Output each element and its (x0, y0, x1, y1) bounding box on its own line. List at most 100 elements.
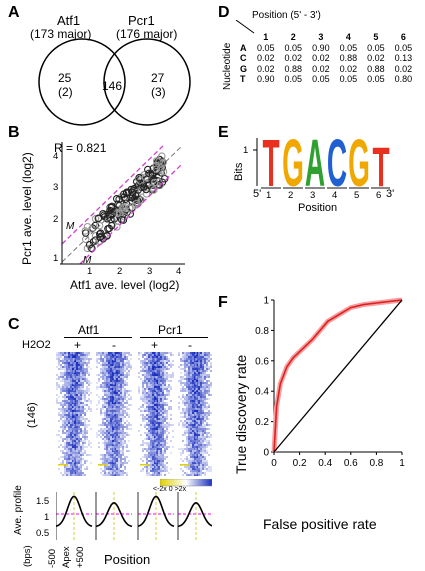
scatter-point (136, 177, 145, 185)
heatmap-cond-1: + (74, 338, 82, 352)
venn-right-count: (176 major) (116, 27, 178, 41)
heatmap-column (96, 352, 132, 476)
scatter-x-tick-2: 2 (117, 266, 123, 277)
venn-left-unique-sub: (2) (58, 85, 73, 99)
motif-table-header: Position (5' - 3') (252, 10, 321, 21)
heatmap-group-pcr1: Pcr1 (158, 323, 183, 337)
venn-left-count: (173 major) (30, 27, 92, 41)
roc-diagonal (273, 299, 403, 453)
scatter-point (134, 186, 143, 194)
profile-curve (137, 495, 175, 527)
roc-curve (273, 299, 403, 453)
heatmap-cond-2: - (112, 338, 116, 352)
panel-label-c: C (8, 316, 20, 333)
motif-table-row-label: Nucleotide (222, 42, 233, 90)
roc-y-tick-label: 0.6 (255, 356, 269, 367)
scatter-point (85, 241, 94, 249)
scatter-point (107, 221, 116, 230)
profile-y-tick-3: 0.5 (36, 528, 50, 539)
venn-right-unique-sub: (3) (151, 85, 166, 99)
scatter-point (120, 190, 128, 198)
motif-cell: 0.02 (339, 63, 358, 74)
scatter-point (142, 185, 150, 194)
motif-cell: 0.80 (394, 74, 413, 84)
logo-x-tick-2: 2 (288, 190, 294, 201)
profile-plot (56, 492, 93, 540)
scatter-point (150, 186, 158, 194)
motif-cell: 0.05 (367, 74, 385, 84)
scatter-point (131, 191, 140, 200)
scatter-point (124, 188, 133, 197)
scatter-r-value: R = 0.821 (54, 141, 107, 155)
scatter-point (137, 196, 145, 204)
scatter-point (95, 221, 104, 230)
profile-curve (56, 495, 93, 527)
scatter-point (120, 193, 128, 201)
roc-x-tick-label: 0.6 (344, 458, 358, 469)
scatter-m-label-y: M (66, 221, 75, 232)
roc-y-tick-label: 1 (263, 296, 269, 307)
heatmap (56, 352, 212, 476)
motif-nt: C (240, 53, 247, 63)
scatter-point (115, 209, 124, 217)
motif-cell: 0.13 (394, 53, 413, 63)
motif-cell: 0.05 (339, 74, 358, 84)
roc-y-tick-label: 0 (263, 448, 269, 459)
logo-3prime: 3' (386, 188, 395, 200)
scatter-ylabel: Pcr1 ave. level (log2) (20, 152, 34, 265)
motif-nt: A (240, 42, 247, 53)
motif-cell: 0.05 (367, 42, 385, 53)
motif-cell: 0.90 (312, 42, 330, 53)
scatter-point (96, 233, 104, 242)
logo-y-axis (253, 138, 258, 186)
venn-overlap: 146 (102, 79, 123, 93)
scatter-point (149, 174, 157, 183)
motif-nt: T (240, 74, 246, 84)
logo-letter: T (372, 137, 389, 194)
motif-pos-3: 3 (318, 32, 324, 42)
roc-x-tick-label: 0.4 (318, 458, 332, 469)
roc-xlabel: False positive rate (263, 516, 377, 532)
profile-x-tick-minus: -500 (47, 548, 58, 568)
motif-cell: 0.02 (394, 63, 413, 74)
scatter-point (159, 167, 168, 176)
venn-left-unique: 25 (58, 71, 72, 85)
heatmap-profiles (56, 492, 212, 540)
scatter-point (113, 223, 121, 231)
scatter-x-tick-3: 3 (147, 266, 153, 277)
logo-minor-letters (283, 187, 303, 189)
scatter-point (88, 225, 96, 233)
logo-letter: T (262, 134, 279, 194)
motif-cell: 0.02 (312, 63, 330, 74)
profile-plot (95, 492, 133, 540)
motif-cell: 0.05 (284, 74, 303, 84)
scatter-x-tick-1: 1 (87, 266, 93, 277)
heatmap-h2o2-label: H2O2 (22, 339, 51, 351)
motif-table: 1 2 3 4 5 6 A 0.05 0.05 0.90 0.05 0.05 0.05 C… (238, 32, 417, 85)
logo-minor-letters (305, 187, 325, 189)
roc-y-tick-label: 0.2 (255, 417, 269, 428)
scatter-xlabel: Atf1 ave. level (log2) (70, 278, 180, 292)
heatmap-color-legend (160, 479, 212, 487)
logo-x-tick-4: 4 (332, 190, 338, 201)
motif-cell: 0.05 (257, 42, 275, 53)
scatter-points (81, 152, 169, 253)
roc-x-tick-label: 0 (271, 458, 277, 469)
motif-pos-1: 1 (263, 32, 269, 42)
scatter-y-tick-3: 3 (53, 182, 59, 193)
profile-y-tick-1: 1.5 (36, 496, 50, 507)
logo-letter: A (305, 134, 325, 194)
scatter-point (108, 210, 116, 218)
motif-cell: 0.88 (367, 63, 385, 74)
motif-nt: G (240, 63, 248, 74)
panel-label-d: D (218, 4, 230, 21)
roc-ylabel: True discovery rate (233, 354, 249, 474)
heatmap-count-label: (146) (26, 402, 38, 428)
scatter-point (152, 165, 161, 173)
motif-cell: 0.02 (284, 53, 303, 63)
scatter-point (157, 164, 165, 172)
motif-row-g: G 0.02 0.88 0.02 0.02 0.88 0.02 (238, 64, 417, 75)
heatmap-cond-4: - (188, 338, 192, 352)
logo-ylabel: Bits (233, 162, 245, 181)
heatmap-group-atf1: Atf1 (78, 323, 100, 337)
